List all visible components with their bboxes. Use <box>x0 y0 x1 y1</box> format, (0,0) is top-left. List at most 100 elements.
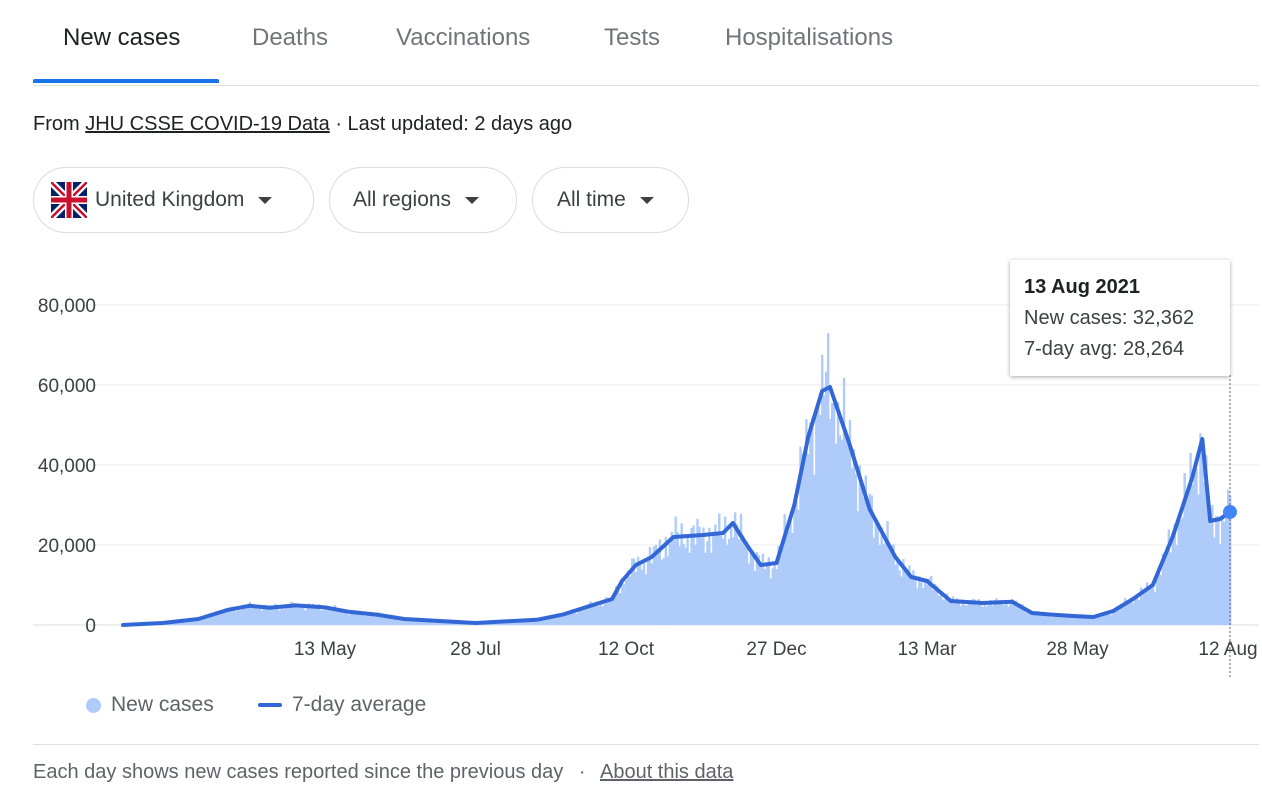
new-cases-bar <box>199 617 202 625</box>
new-cases-bar <box>694 544 697 625</box>
new-cases-bar <box>999 599 1002 625</box>
new-cases-bar <box>423 620 426 625</box>
new-cases-bar <box>236 607 240 625</box>
new-cases-bar <box>680 523 683 625</box>
new-cases-bar <box>1038 612 1042 625</box>
new-cases-bar <box>632 558 636 625</box>
tab-hospitalisations[interactable]: Hospitalisations <box>725 24 894 51</box>
new-cases-bar <box>327 607 331 625</box>
new-cases-bar <box>823 395 826 625</box>
new-cases-bar <box>1133 598 1137 625</box>
new-cases-bar <box>943 599 947 625</box>
new-cases-bar <box>1011 598 1014 625</box>
new-cases-bar <box>1086 615 1089 625</box>
new-cases-bar <box>781 544 784 625</box>
tab-new-cases[interactable]: New cases <box>63 24 181 51</box>
new-cases-bar <box>430 620 434 625</box>
new-cases-bar <box>961 599 965 625</box>
new-cases-bar <box>771 568 774 625</box>
tab-deaths[interactable]: Deaths <box>252 24 329 51</box>
new-cases-bar <box>541 619 545 625</box>
new-cases-bar <box>864 475 868 625</box>
new-cases-bar <box>288 608 291 625</box>
new-cases-bar <box>626 570 630 625</box>
new-cases-bar <box>1058 613 1062 625</box>
new-cases-bar <box>1209 511 1212 625</box>
new-cases-bar <box>613 596 616 625</box>
new-cases-bar <box>1060 614 1064 625</box>
new-cases-bar <box>692 525 695 625</box>
tab-vaccinations[interactable]: Vaccinations <box>396 24 531 51</box>
new-cases-bar <box>852 449 856 625</box>
new-cases-bar <box>533 619 537 625</box>
new-cases-bar <box>1227 489 1230 625</box>
new-cases-bar <box>197 619 200 625</box>
new-cases-bar <box>415 619 418 625</box>
new-cases-bar <box>238 610 242 625</box>
new-cases-bar <box>965 605 969 625</box>
new-cases-bar <box>1005 599 1008 625</box>
tab-tests[interactable]: Tests <box>604 24 661 51</box>
region-dropdown[interactable]: All regions <box>329 167 517 233</box>
new-cases-bar <box>646 559 650 625</box>
new-cases-bar <box>716 533 719 625</box>
country-dropdown[interactable]: United Kingdom <box>33 167 314 233</box>
about-data-link[interactable]: About this data <box>599 761 734 783</box>
new-cases-bar <box>636 556 640 625</box>
new-cases-bar <box>1092 617 1095 625</box>
new-cases-bar <box>585 609 588 625</box>
active-tab-indicator <box>33 79 219 83</box>
new-cases-bar <box>1167 529 1171 625</box>
new-cases-bar <box>286 604 289 625</box>
new-cases-bar <box>1001 604 1004 625</box>
new-cases-bar <box>1042 613 1046 625</box>
new-cases-bar <box>678 546 681 625</box>
new-cases-bar <box>185 620 188 625</box>
new-cases-bar <box>298 607 301 625</box>
new-cases-bar <box>1009 604 1012 625</box>
new-cases-bar <box>518 620 521 625</box>
new-cases-bar <box>735 524 739 625</box>
new-cases-bar <box>219 614 222 625</box>
time-range-dropdown-label: All time <box>557 188 626 211</box>
new-cases-bar <box>1021 604 1024 625</box>
new-cases-bar <box>1114 608 1117 625</box>
new-cases-bar <box>1213 537 1216 625</box>
new-cases-bar <box>1088 617 1091 625</box>
cases-chart[interactable]: 0 20,000 40,000 60,000 80,000 13 May 28 Jul 12 … <box>0 250 1262 690</box>
new-cases-bar <box>1027 610 1030 625</box>
new-cases-bar <box>262 608 265 625</box>
new-cases-bar <box>284 605 287 625</box>
new-cases-bar <box>205 614 208 625</box>
new-cases-bar <box>1032 612 1036 625</box>
source-line: From JHU CSSE COVID-19 Data · Last updat… <box>33 113 572 136</box>
new-cases-bar <box>1118 606 1121 625</box>
new-cases-bar <box>981 606 984 625</box>
new-cases-bar <box>1050 617 1054 625</box>
new-cases-bar <box>230 606 234 625</box>
new-cases-bar <box>226 607 230 625</box>
new-cases-bar <box>228 611 232 625</box>
last-updated: Last updated: 2 days ago <box>347 113 573 135</box>
new-cases-bar <box>920 582 923 625</box>
new-cases-bar <box>615 585 618 625</box>
new-cases-bar <box>1078 616 1081 625</box>
new-cases-bar <box>856 511 860 625</box>
new-cases-bar <box>1155 575 1159 625</box>
new-cases-bar <box>403 618 406 625</box>
new-cases-bar <box>625 579 628 625</box>
new-cases-bar <box>316 607 319 625</box>
new-cases-bar <box>1149 585 1153 625</box>
footer-divider <box>33 744 1259 745</box>
new-cases-bar <box>373 613 376 625</box>
new-cases-bar <box>670 531 673 625</box>
time-range-dropdown[interactable]: All time <box>532 167 689 233</box>
new-cases-bar <box>324 606 327 625</box>
new-cases-bar <box>1195 468 1198 625</box>
source-link[interactable]: JHU CSSE COVID-19 Data <box>85 113 330 135</box>
new-cases-bar <box>203 616 206 625</box>
new-cases-bar <box>1066 617 1070 625</box>
new-cases-bar <box>929 575 933 625</box>
new-cases-bar <box>928 578 931 625</box>
new-cases-bar <box>708 527 711 625</box>
